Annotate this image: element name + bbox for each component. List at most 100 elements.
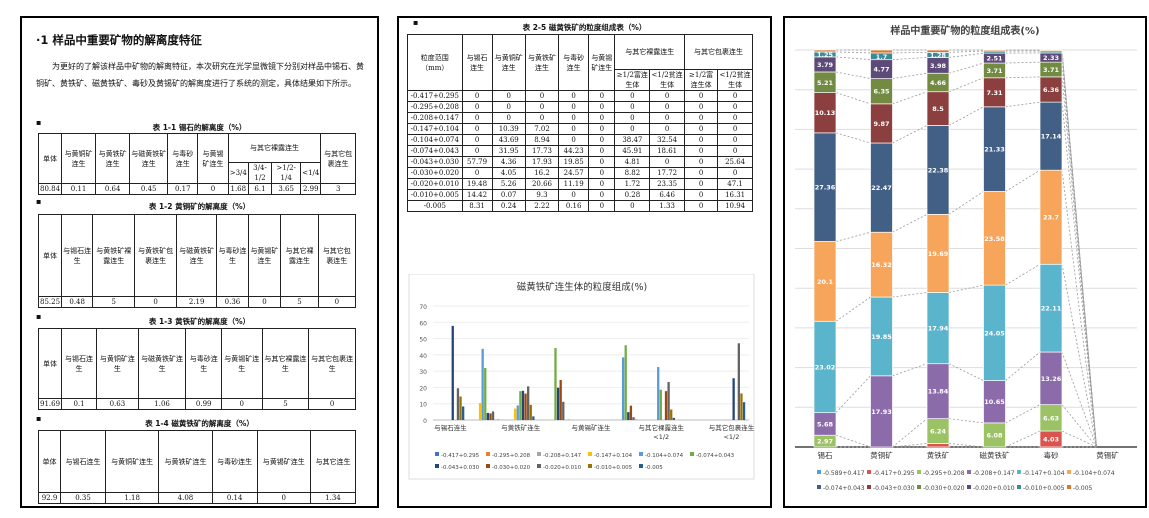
table-row: -0.417+0.295 0 0 0 0 0 0 0 0 0 (407, 90, 753, 102)
table-cell: 1.72 (614, 178, 651, 190)
series-connector-line (892, 51, 928, 54)
x-tick-label: 黄锡矿 (1096, 450, 1119, 460)
data-label: 1.28 (930, 51, 947, 59)
table-row: -0.074+0.043 0 31.95 17.73 44.23 0 45.91 18.61 0… (407, 145, 753, 157)
column-header: 与黄锡矿连生 (197, 133, 229, 184)
series-connector-line (948, 363, 984, 381)
table-row: 91.69 0.1 0.63 1.06 0.99 0 5 0 (37, 398, 356, 410)
column-header: 与其它包裹连生 (308, 328, 356, 399)
table-cell: 8.94 (524, 134, 560, 146)
legend-label: -0.147+0.104 (594, 453, 633, 459)
column-header: 与黄铁矿连生 (524, 34, 560, 91)
data-label: 17.94 (928, 325, 949, 333)
table-cell: 1.34 (309, 492, 357, 504)
y-tick-label: 30 (419, 369, 427, 376)
legend-label: -0.010+0.005 (1023, 485, 1065, 492)
table-cell: 85.25 (37, 296, 63, 308)
data-label: 16.32 (871, 261, 892, 269)
column-subheader: >3/4 (227, 162, 249, 184)
bar (456, 388, 460, 420)
table-cell: 0 (558, 112, 590, 124)
document-page-size-table: 磁黄铁矿连生体的粒度组成(%) 0 10 20 30 40 50 60 70 -0.417+0.2… (397, 16, 772, 508)
table-row: -0.010+0.005 14.42 0.07 9.3 0 0 0.28 6.46 0 16.31 (407, 189, 753, 201)
bar-segment (870, 49, 893, 54)
column-subheader: 3/4-1/2 (247, 162, 273, 184)
legend-swatch (967, 485, 971, 489)
series-connector-line (948, 284, 984, 293)
series-connector-line (1061, 49, 1097, 448)
table-cell: 0 (683, 178, 719, 190)
table-cell: 0.45 (129, 183, 169, 195)
table-cell: 91.69 (37, 398, 63, 410)
data-label: 23.02 (815, 363, 836, 371)
table-cell: 6.1 (247, 183, 273, 195)
table-cell: -0.043+0.030 (407, 156, 463, 168)
table-cell: 0 (558, 101, 590, 113)
series-connector-line (892, 57, 928, 61)
column-header: 与其它包裹连生 (317, 214, 357, 297)
table-cell: 32.54 (649, 134, 685, 146)
data-table: 单体 与锡石连生 与黄铁矿裸露连生 与黄铁矿包裹连生 与磁黄铁矿连生 与毒砂连生 与黄锡矿连… (37, 214, 357, 308)
table-cell: -0.295+0.208 (407, 101, 463, 113)
series-connector-line (1005, 61, 1041, 64)
chart-frame (408, 274, 755, 480)
chart-title: 样品中重要矿物的粒度组成表(%) (890, 24, 1039, 37)
table-cell: 0 (461, 145, 493, 157)
table-cell: 14.42 (461, 189, 493, 201)
table-cell: 2.22 (524, 200, 560, 212)
table-cell: 9.3 (524, 189, 560, 201)
series-connector-line (835, 92, 871, 105)
table-caption: 表 1-2 黄铜矿的解离度（%） (148, 202, 251, 211)
x-tick-label: 毒砂 (1044, 450, 1060, 460)
legend-swatch (917, 485, 921, 489)
y-tick-label: 0 (423, 418, 427, 425)
intro-paragraph: 为更好的了解该样品中矿物的解离特征，本次研究在光学显微镜下分别对样品中锡石、黄铜… (36, 62, 364, 88)
table-cell: 57.79 (461, 156, 493, 168)
table-cell: 0 (717, 101, 753, 113)
bar (491, 411, 495, 420)
legend-swatch (486, 464, 490, 468)
table-cell: 0 (461, 123, 493, 135)
table-cell: 0 (717, 167, 753, 179)
column-header: 与黄铜矿连生 (105, 430, 160, 493)
data-table: 单体 与黄铜矿连生 与黄铁矿连生 与磁黄铁矿连生 与毒砂连生 与黄锡矿连生 与其它裸露连生与… (37, 133, 356, 195)
table-cell: 2.99 (300, 183, 322, 195)
table-cell: 0 (649, 156, 685, 168)
column-group-header: 与其它包裹连生 (683, 34, 754, 70)
table-cell: 0 (717, 145, 753, 157)
table-cell: 19.48 (461, 178, 493, 190)
column-header: 与黄铁矿连生 (158, 430, 213, 493)
bar (484, 367, 487, 420)
stacked-bar-chart: 样品中重要矿物的粒度组成表(%) 2.97 5.68 23.02 20.1 27.36 10… (795, 24, 1137, 492)
data-label: 4.03 (1043, 436, 1059, 444)
table-cell: 1.06 (137, 398, 187, 410)
table-cell: 0 (683, 156, 719, 168)
column-header: 单体 (37, 214, 63, 297)
table-cell: 0 (588, 90, 616, 102)
document-page-liberation: ·1 样品中重要矿物的解离度特征 为更好的了解该样品中矿物的解离特征，本次研究在… (20, 16, 379, 508)
table-cell: 20.66 (524, 178, 560, 190)
column-header: 与黄锡矿连生 (247, 214, 282, 297)
bar (532, 416, 535, 420)
table-cell: 44.23 (558, 145, 590, 157)
table-cell: 80.84 (37, 183, 63, 195)
bar (664, 391, 668, 420)
table-cell: 0.36 (216, 296, 249, 308)
bar (624, 345, 627, 420)
table-cell: 0 (491, 112, 526, 124)
x-tick-label: 磁黄铁矿 (980, 450, 1010, 460)
table-cell: 0 (221, 398, 263, 410)
table-cell: 0 (491, 101, 526, 113)
data-label: 9.87 (873, 120, 889, 128)
legend-label: -0.020+0.010 (973, 485, 1015, 492)
series-connector-line (892, 418, 928, 448)
column-subheader: <1/4 (300, 162, 322, 184)
table-cell: 0 (717, 112, 753, 124)
data-label: 13.26 (1041, 375, 1062, 383)
table-cell: 0 (683, 167, 719, 179)
data-label: 7.31 (986, 89, 1003, 97)
table-cell: 47.1 (717, 178, 753, 190)
table-row: 85.25 0.48 5 0 2.19 0.36 0 5 0 (37, 296, 357, 308)
table-cell: 0 (683, 189, 719, 201)
data-label: 4.77 (873, 66, 889, 74)
